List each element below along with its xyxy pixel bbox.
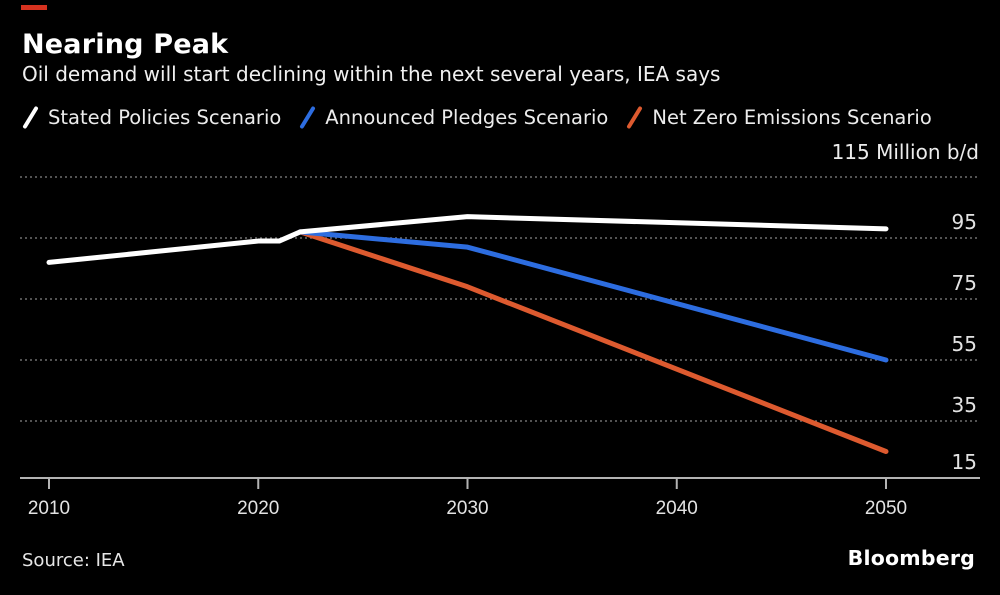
x-tick-label-2050: 2050 <box>865 498 907 519</box>
x-tick-label-2020: 2020 <box>237 498 279 519</box>
y-tick-label-95: 95 <box>952 210 977 234</box>
legend-label: Announced Pledges Scenario <box>325 106 609 129</box>
chart-legend: Stated Policies Scenario Announced Pledg… <box>22 105 932 130</box>
x-tick-label-2030: 2030 <box>446 498 488 519</box>
legend-item-net-zero: Net Zero Emissions Scenario <box>626 105 932 130</box>
y-tick-label-35: 35 <box>952 393 977 417</box>
y-tick-label-75: 75 <box>952 271 977 295</box>
x-tick-label-2010: 2010 <box>28 498 70 519</box>
line-swatch-icon <box>23 106 38 129</box>
y-axis-unit-label: 115 Million b/d <box>831 140 979 164</box>
series-line-1 <box>297 229 889 363</box>
page-title: Nearing Peak <box>22 29 229 60</box>
chart-subtitle: Oil demand will start declining within t… <box>22 62 721 86</box>
y-tick-label-15: 15 <box>952 450 977 474</box>
line-swatch-icon <box>300 106 316 129</box>
line-swatch-icon <box>627 106 643 129</box>
legend-item-stated-policies: Stated Policies Scenario <box>22 105 281 130</box>
legend-item-announced-pledges: Announced Pledges Scenario <box>299 105 608 130</box>
series-line-2 <box>297 229 889 454</box>
legend-label: Net Zero Emissions Scenario <box>652 106 932 129</box>
bloomberg-logo: Bloomberg <box>847 546 975 570</box>
y-tick-label-55: 55 <box>952 332 977 356</box>
x-tick-label-2040: 2040 <box>656 498 698 519</box>
legend-label: Stated Policies Scenario <box>48 106 282 129</box>
red-accent-dash <box>21 5 47 10</box>
source-note: Source: IEA <box>22 550 125 571</box>
series-line-0 <box>46 214 889 265</box>
